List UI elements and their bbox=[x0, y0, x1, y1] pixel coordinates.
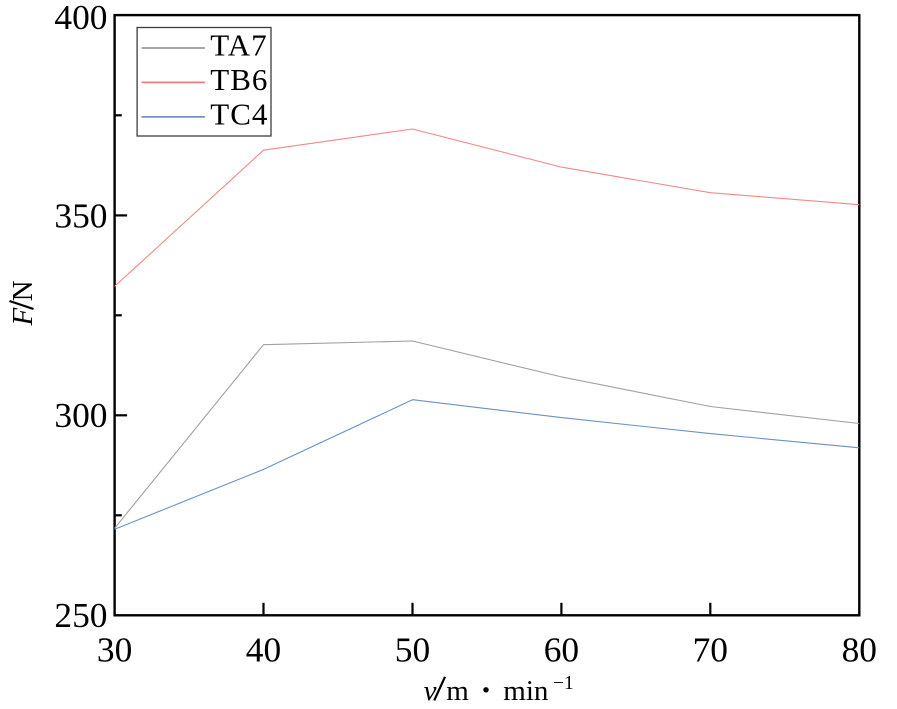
svg-text:350: 350 bbox=[54, 195, 107, 235]
svg-text:F: F bbox=[7, 308, 39, 327]
svg-text:300: 300 bbox=[54, 395, 107, 435]
svg-text:v: v bbox=[424, 675, 437, 707]
svg-text:TB6: TB6 bbox=[210, 62, 268, 97]
svg-text:60: 60 bbox=[544, 629, 579, 669]
svg-text:400: 400 bbox=[54, 0, 107, 37]
svg-text:m: m bbox=[446, 675, 469, 707]
svg-text:N: N bbox=[7, 280, 39, 301]
svg-text:TA7: TA7 bbox=[210, 28, 267, 63]
svg-text:−1: −1 bbox=[553, 673, 574, 694]
svg-text:40: 40 bbox=[246, 629, 281, 669]
svg-text:min: min bbox=[503, 675, 549, 707]
svg-text:70: 70 bbox=[693, 629, 728, 669]
svg-text:80: 80 bbox=[842, 629, 877, 669]
svg-text:50: 50 bbox=[395, 629, 430, 669]
svg-text:TC4: TC4 bbox=[210, 97, 268, 132]
svg-text:250: 250 bbox=[54, 595, 107, 635]
svg-text:30: 30 bbox=[97, 629, 132, 669]
